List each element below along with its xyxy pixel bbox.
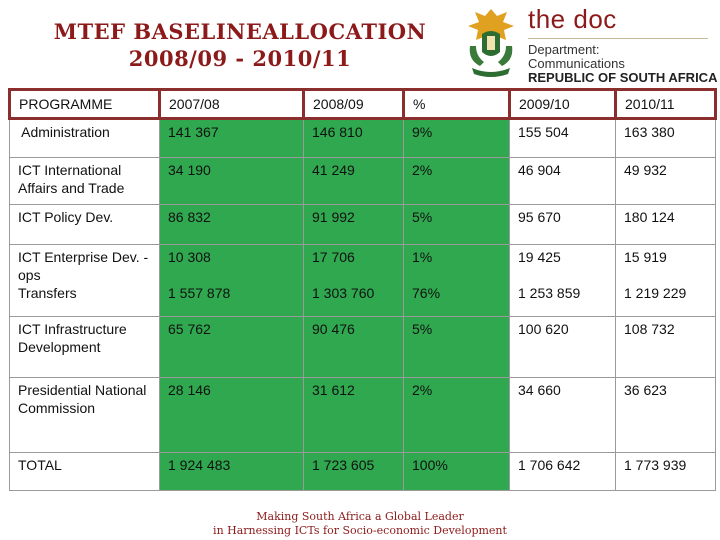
value-transfers: 76% [412, 285, 441, 301]
table-total-row: TOTAL 1 924 483 1 723 605 100% 1 706 642… [9, 452, 716, 491]
cell-2007-08: 86 832 [159, 204, 304, 245]
header-programme: PROGRAMME [8, 88, 161, 120]
department-logo: the doc Department: Communications REPUB… [528, 6, 718, 85]
cell-2007-08: 10 308 1 557 878 [159, 244, 304, 317]
brand-dept-name: Communications [528, 56, 625, 71]
footer-line2: in Harnessing ICTs for Socio-economic De… [213, 524, 507, 537]
cell-2010-11: 163 380 [615, 118, 716, 158]
cell-2010-11: 108 732 [615, 316, 716, 378]
cell-2010-11: 36 623 [615, 377, 716, 453]
cell-2010-11: 1 773 939 [615, 452, 716, 491]
cell-programme: ICT Enterprise Dev. - ops Transfers [9, 244, 160, 317]
cell-2008-09: 146 810 [303, 118, 404, 158]
cell-percent: 2% [403, 377, 510, 453]
slide-title-line1: MTEF BASELINEALLOCATION [53, 19, 427, 44]
cell-2008-09: 31 612 [303, 377, 404, 453]
cell-percent: 2% [403, 157, 510, 205]
value-transfers: 1 557 878 [168, 285, 231, 301]
value-transfers: 1 253 859 [518, 285, 581, 301]
table-header-row: PROGRAMME 2007/08 2008/09 % 2009/10 2010… [8, 88, 717, 120]
cell-2009-10: 34 660 [509, 377, 616, 453]
table-row: Presidential National Commission 28 146 … [9, 377, 716, 453]
cell-2010-11: 15 919 1 219 229 [615, 244, 716, 317]
cell-programme: Administration [9, 118, 160, 158]
mtef-allocation-table: PROGRAMME 2007/08 2008/09 % 2009/10 2010… [8, 88, 717, 491]
header-2008-09: 2008/09 [302, 88, 405, 120]
cell-programme: ICT Infrastructure Development [9, 316, 160, 378]
programme-transfers-label: Transfers [18, 285, 77, 301]
cell-percent: 100% [403, 452, 510, 491]
cell-2009-10: 95 670 [509, 204, 616, 245]
cell-2008-09: 91 992 [303, 204, 404, 245]
header-2009-10: 2009/10 [508, 88, 617, 120]
value-ops: 19 425 [518, 249, 561, 265]
cell-programme: Presidential National Commission [9, 377, 160, 453]
cell-2007-08: 65 762 [159, 316, 304, 378]
cell-2009-10: 1 706 642 [509, 452, 616, 491]
table-row: ICT Policy Dev. 86 832 91 992 5% 95 670 … [9, 204, 716, 245]
table-row: ICT Enterprise Dev. - ops Transfers 10 3… [9, 244, 716, 317]
cell-2008-09: 1 723 605 [303, 452, 404, 491]
cell-2008-09: 41 249 [303, 157, 404, 205]
coat-of-arms-icon [468, 9, 514, 77]
cell-2008-09: 17 706 1 303 760 [303, 244, 404, 317]
header-2007-08: 2007/08 [158, 88, 305, 120]
programme-ops-label: ICT Enterprise Dev. - ops [18, 249, 149, 283]
table-row: Administration 141 367 146 810 9% 155 50… [9, 118, 716, 158]
brand-country: REPUBLIC OF SOUTH AFRICA [528, 70, 718, 85]
cell-2008-09: 90 476 [303, 316, 404, 378]
cell-2007-08: 141 367 [159, 118, 304, 158]
cell-2009-10: 100 620 [509, 316, 616, 378]
value-ops: 1% [412, 249, 433, 265]
value-transfers: 1 303 760 [312, 285, 375, 301]
slide-title: MTEF BASELINEALLOCATION 2008/09 - 2010/1… [30, 18, 450, 72]
header-percent: % [402, 88, 511, 120]
cell-percent: 5% [403, 204, 510, 245]
table-row: ICT International Affairs and Trade 34 1… [9, 157, 716, 205]
slide-footer: Making South Africa a Global Leader in H… [200, 510, 520, 538]
cell-percent: 1% 76% [403, 244, 510, 317]
cell-2009-10: 155 504 [509, 118, 616, 158]
brand-dept-label: Department: [528, 42, 600, 57]
cell-percent: 9% [403, 118, 510, 158]
cell-2007-08: 28 146 [159, 377, 304, 453]
slide-title-line2: 2008/09 - 2010/11 [128, 46, 352, 71]
cell-programme: TOTAL [9, 452, 160, 491]
footer-line1: Making South Africa a Global Leader [256, 510, 464, 523]
value-ops: 10 308 [168, 249, 211, 265]
cell-2007-08: 34 190 [159, 157, 304, 205]
brand-divider [528, 38, 708, 39]
cell-percent: 5% [403, 316, 510, 378]
cell-2010-11: 180 124 [615, 204, 716, 245]
value-transfers: 1 219 229 [624, 285, 687, 301]
table-row: ICT Infrastructure Development 65 762 90… [9, 316, 716, 378]
brand-name: the doc [528, 4, 617, 34]
cell-2010-11: 49 932 [615, 157, 716, 205]
cell-programme: ICT International Affairs and Trade [9, 157, 160, 205]
cell-programme: ICT Policy Dev. [9, 204, 160, 245]
cell-2009-10: 19 425 1 253 859 [509, 244, 616, 317]
value-ops: 15 919 [624, 249, 667, 265]
header-2010-11: 2010/11 [614, 88, 717, 120]
cell-2007-08: 1 924 483 [159, 452, 304, 491]
value-ops: 17 706 [312, 249, 355, 265]
cell-2009-10: 46 904 [509, 157, 616, 205]
